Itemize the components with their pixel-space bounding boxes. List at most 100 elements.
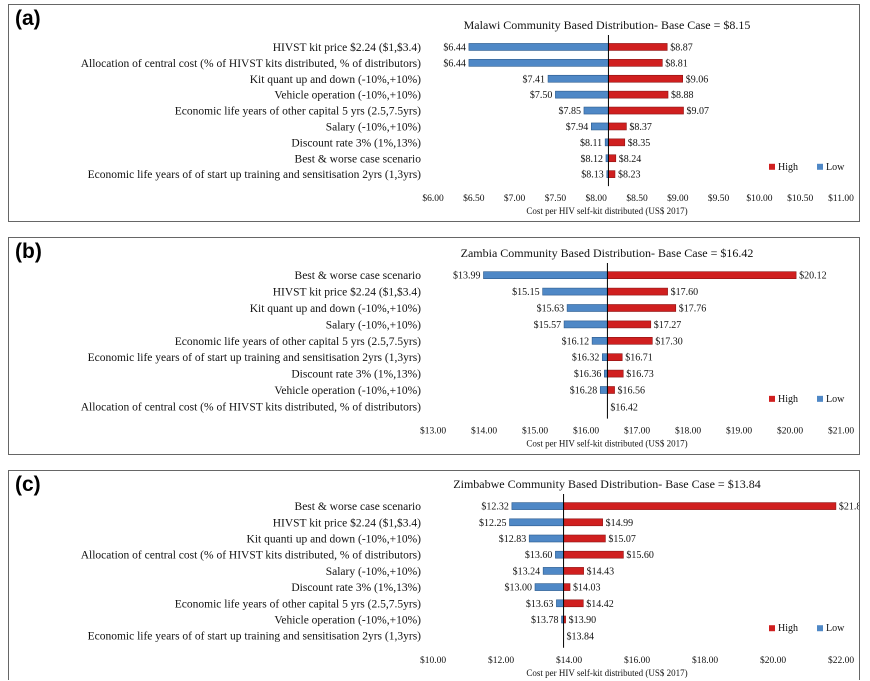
x-tick-label: $8.00 xyxy=(586,193,608,204)
high-bar xyxy=(563,583,571,591)
high-bar xyxy=(563,534,606,543)
low-bar xyxy=(547,74,609,83)
high-bar xyxy=(608,90,669,99)
x-tick-label: $6.00 xyxy=(422,193,444,204)
panel-label: (b) xyxy=(15,240,42,263)
panel-zambia: (b) Zambia Community Based Distribution-… xyxy=(8,237,860,455)
high-value-label: $15.60 xyxy=(626,550,654,561)
high-bar xyxy=(607,337,653,345)
row-label: Best & worse case scenario xyxy=(295,153,422,165)
low-value-label: $16.32 xyxy=(572,353,600,364)
x-tick-label: $20.00 xyxy=(777,426,803,437)
x-tick-label: $6.50 xyxy=(463,193,485,204)
row-label: Kit quanti up and down (-10%,+10%) xyxy=(247,534,422,546)
high-bar xyxy=(608,122,627,131)
high-bar xyxy=(563,599,584,608)
row-label: Economic life years of other capital 5 y… xyxy=(175,598,421,610)
high-bar xyxy=(608,74,683,83)
low-value-label: $13.99 xyxy=(453,271,481,282)
high-value-label: $8.23 xyxy=(618,170,641,181)
x-tick-label: $12.00 xyxy=(488,655,514,666)
high-value-label: $14.43 xyxy=(587,566,615,577)
low-value-label: $15.57 xyxy=(534,320,562,331)
low-value-label: $8.13 xyxy=(581,170,604,181)
x-tick-label: $21.00 xyxy=(828,426,854,437)
legend-high-swatch xyxy=(769,163,775,170)
low-value-label: $13.24 xyxy=(513,566,541,577)
high-value-label: $14.99 xyxy=(606,518,634,529)
high-value-label: $17.76 xyxy=(679,304,707,315)
low-value-label: $16.28 xyxy=(570,386,598,397)
x-tick-label: $11.00 xyxy=(828,193,854,204)
high-value-label: $9.06 xyxy=(686,74,709,85)
high-value-label: $16.73 xyxy=(626,369,654,380)
low-value-label: $15.15 xyxy=(512,287,540,298)
legend-low-label: Low xyxy=(826,162,845,173)
low-value-label: $12.32 xyxy=(481,502,509,513)
row-label: Best & worse case scenario xyxy=(295,501,422,513)
row-label: HIVST kit price $2.24 ($1,$3.4) xyxy=(273,516,421,529)
x-tick-label: $7.50 xyxy=(545,193,567,204)
high-value-label: $20.12 xyxy=(799,271,827,282)
low-bar xyxy=(511,502,564,510)
low-bar xyxy=(583,106,609,115)
panel-malawi: (a) Malawi Community Based Distribution-… xyxy=(8,4,860,222)
x-tick-label: $8.50 xyxy=(626,193,648,204)
low-value-label: $13.78 xyxy=(531,615,559,626)
high-value-label: $17.60 xyxy=(671,287,699,298)
low-bar xyxy=(563,320,608,329)
chart-title: Zambia Community Based Distribution- Bas… xyxy=(461,246,754,260)
low-bar xyxy=(555,90,609,99)
low-value-label: $16.36 xyxy=(574,369,602,380)
low-value-label: $8.11 xyxy=(580,138,602,149)
high-bar xyxy=(608,138,626,147)
row-label: Salary (-10%,+10%) xyxy=(326,121,421,133)
row-label: Economic life years of other capital 5 y… xyxy=(175,336,421,348)
high-bar xyxy=(563,567,584,575)
high-value-label: $8.24 xyxy=(619,154,642,165)
x-axis-label: Cost per HIV self-kit distributed (US$ 2… xyxy=(526,668,687,678)
high-bar xyxy=(563,502,837,510)
row-label: Salary (-10%,+10%) xyxy=(326,319,421,331)
low-bar xyxy=(468,43,609,51)
legend-low-label: Low xyxy=(826,623,845,634)
row-label: Salary (-10%,+10%) xyxy=(326,566,421,578)
high-bar xyxy=(608,170,616,178)
low-value-label: $13.60 xyxy=(525,550,553,561)
high-bar xyxy=(563,550,624,559)
x-tick-label: $10.00 xyxy=(746,193,772,204)
low-bar xyxy=(591,337,608,345)
legend-low-label: Low xyxy=(826,394,845,405)
x-tick-label: $13.00 xyxy=(420,426,446,437)
row-label: Vehicle operation (-10%,+10%) xyxy=(274,615,421,627)
low-value-label: $15.63 xyxy=(537,304,565,315)
high-value-label: $16.71 xyxy=(625,353,653,364)
chart-title: Malawi Community Based Distribution- Bas… xyxy=(464,18,751,32)
high-bar xyxy=(607,287,668,296)
low-value-label: $13.63 xyxy=(526,599,554,610)
x-tick-label: $20.00 xyxy=(760,655,786,666)
low-bar xyxy=(542,287,608,296)
high-bar xyxy=(607,386,615,394)
x-tick-label: $19.00 xyxy=(726,426,752,437)
x-tick-label: $16.00 xyxy=(624,655,650,666)
row-label: Economic life years of other capital 5 y… xyxy=(175,106,421,118)
high-bar xyxy=(607,353,623,361)
low-value-label: $6.44 xyxy=(443,42,466,53)
low-value-label: $7.41 xyxy=(523,74,546,85)
row-label: Kit quant up and down (-10%,+10%) xyxy=(250,303,421,315)
high-value-label: $8.87 xyxy=(670,42,693,53)
chart-title: Zimbabwe Community Based Distribution- B… xyxy=(453,477,760,491)
high-value-label: $9.07 xyxy=(687,106,710,117)
legend-high-label: High xyxy=(778,162,798,173)
high-value-label: $15.07 xyxy=(608,534,636,545)
high-bar xyxy=(563,518,603,527)
legend-high-swatch xyxy=(769,625,775,632)
high-value-label: $17.30 xyxy=(655,336,683,347)
high-value-label: $21.85 xyxy=(839,502,859,513)
high-value-label: $8.35 xyxy=(628,138,651,149)
row-label: Discount rate 3% (1%,13%) xyxy=(291,582,421,594)
row-label: HIVST kit price $2.24 ($1,$3.4) xyxy=(273,286,421,299)
row-label: Best & worse case scenario xyxy=(295,270,422,282)
high-value-label: $14.03 xyxy=(573,583,601,594)
